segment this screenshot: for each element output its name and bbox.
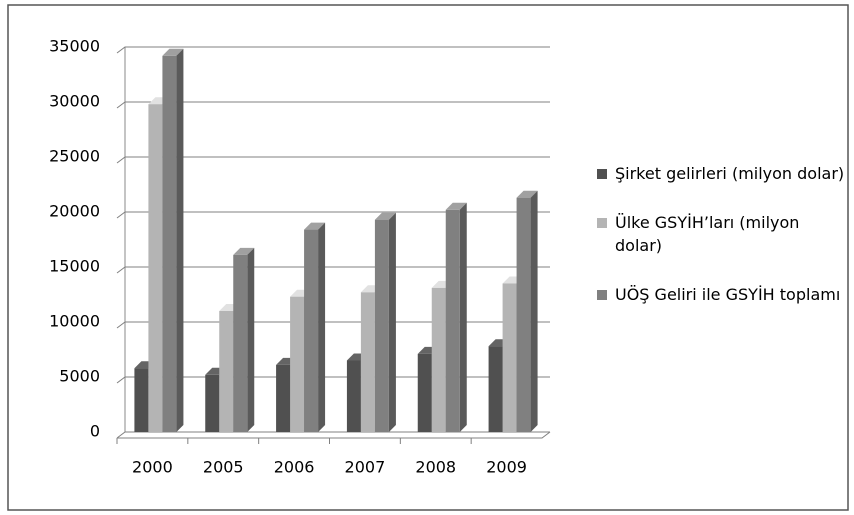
y-tick-label: 15000 — [49, 257, 100, 276]
bar-side — [459, 202, 467, 432]
bar — [290, 296, 305, 432]
y-tick-label: 25000 — [49, 147, 100, 166]
y-tick-label: 0 — [90, 422, 100, 441]
bar-side — [247, 247, 255, 432]
grid-line — [116, 321, 550, 329]
y-tick-label: 5000 — [59, 367, 100, 386]
bar — [488, 346, 503, 432]
bar — [346, 360, 361, 432]
legend-item: Şirket gelirleri (milyon dolar) — [597, 162, 847, 185]
grid-line — [116, 46, 550, 54]
y-tick-label: 35000 — [49, 37, 100, 56]
bar — [502, 283, 517, 432]
x-tick-label: 2008 — [415, 458, 456, 477]
grid-line — [116, 156, 550, 164]
y-tick-label: 30000 — [49, 92, 100, 111]
grid-line — [116, 101, 550, 109]
bar — [516, 197, 531, 432]
x-tick-label: 2009 — [486, 458, 527, 477]
bar — [134, 368, 149, 432]
legend-item: UÖŞ Geliri ile GSYİH toplamı — [597, 283, 847, 306]
legend-swatch — [597, 169, 607, 179]
bar — [219, 311, 234, 432]
bar — [148, 104, 163, 432]
legend-item: Ülke GSYİH’ları (milyon dolar) — [597, 211, 847, 257]
bar — [276, 364, 291, 432]
bar-side — [530, 190, 538, 432]
bar-side — [176, 48, 184, 433]
x-tick-label: 2005 — [203, 458, 244, 477]
bar-side — [318, 222, 326, 432]
legend: Şirket gelirleri (milyon dolar) Ülke GSYİ… — [597, 162, 847, 332]
grid-line — [116, 376, 550, 384]
legend-label: Şirket gelirleri (milyon dolar) — [615, 164, 845, 183]
x-tick-label: 2006 — [274, 458, 315, 477]
legend-label: Ülke GSYİH’ları (milyon dolar) — [615, 213, 800, 255]
legend-label: UÖŞ Geliri ile GSYİH toplamı — [615, 285, 841, 304]
legend-swatch — [597, 218, 607, 228]
bar — [162, 55, 177, 433]
bar — [360, 292, 375, 432]
grid-line — [116, 266, 550, 274]
bar — [233, 254, 248, 432]
grid-line — [116, 211, 550, 219]
bar — [205, 374, 220, 432]
bar — [445, 209, 460, 432]
y-tick-label: 20000 — [49, 202, 100, 221]
bar — [431, 287, 446, 432]
legend-swatch — [597, 290, 607, 300]
bar — [417, 353, 432, 432]
x-tick-label: 2007 — [345, 458, 386, 477]
grid-line — [116, 431, 550, 439]
bar — [304, 229, 319, 432]
bar-side — [388, 212, 396, 432]
x-tick-label: 2000 — [132, 458, 173, 477]
bar — [374, 219, 389, 432]
y-tick-label: 10000 — [49, 312, 100, 331]
